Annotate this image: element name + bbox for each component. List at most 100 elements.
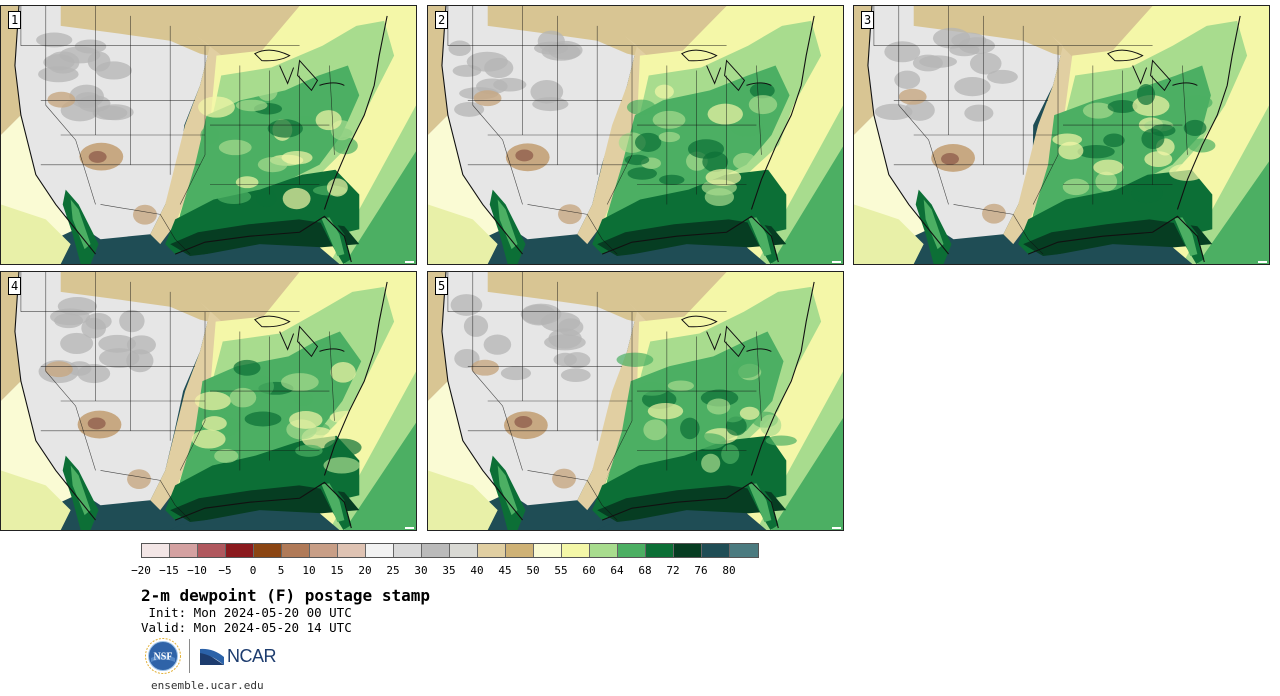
moist-patch xyxy=(1093,159,1124,176)
state-border xyxy=(329,331,335,421)
coastline xyxy=(1027,215,1205,263)
dry-patch xyxy=(54,313,84,329)
colorbar-tick-label: 55 xyxy=(554,564,568,577)
coastline xyxy=(323,281,388,476)
dry-patch xyxy=(87,417,106,430)
moist-patch xyxy=(635,382,668,396)
state-border xyxy=(100,470,191,521)
dry-patch xyxy=(552,468,576,489)
colorbar-tick-label: 35 xyxy=(442,564,456,577)
moist-patch xyxy=(1103,133,1125,148)
gulf-water xyxy=(170,244,340,264)
map-panel-5: 5 xyxy=(427,271,844,531)
map-panel-1: 1 xyxy=(0,5,417,265)
gulf-of-california xyxy=(497,199,518,250)
dewpoint-map xyxy=(428,272,843,530)
moist-patch xyxy=(1150,124,1176,137)
dry-patch xyxy=(904,99,935,121)
coastline xyxy=(750,15,815,210)
state-border xyxy=(898,6,949,205)
colorbar-tick-label: 50 xyxy=(526,564,540,577)
colorbar-swatch xyxy=(198,544,226,557)
dry-patch xyxy=(560,368,591,382)
valid-time: Valid: Mon 2024-05-20 14 UTC xyxy=(141,620,352,635)
map-panel-3: 3 xyxy=(853,5,1270,265)
dry-patch xyxy=(98,348,140,368)
pacific-ocean xyxy=(428,470,498,530)
moist-patch xyxy=(765,435,797,446)
moist-patch xyxy=(691,433,726,450)
moist-patch xyxy=(1136,84,1156,106)
dry-patch xyxy=(133,204,157,225)
colorbar-swatch xyxy=(310,544,338,557)
dewpoint-map xyxy=(428,6,843,264)
dry-patch xyxy=(97,104,134,121)
moist-patch xyxy=(749,82,775,99)
dry-patch xyxy=(36,32,73,48)
moist-patch xyxy=(652,110,686,129)
state-border xyxy=(329,65,335,155)
moist-patch xyxy=(235,176,259,189)
coastline xyxy=(323,15,388,210)
dry-patch xyxy=(969,52,1002,75)
moist-patch xyxy=(329,410,367,424)
moist-patch xyxy=(659,174,685,185)
dry-patch xyxy=(483,334,512,355)
coastline xyxy=(441,272,523,521)
great-lake xyxy=(319,82,345,86)
corner-mark xyxy=(832,527,841,529)
dry-patch xyxy=(534,41,569,55)
coastline xyxy=(867,6,949,255)
atlantic-band xyxy=(344,151,416,264)
moist-patch xyxy=(330,362,356,383)
gulf-of-california xyxy=(497,465,518,516)
moist-patch xyxy=(654,84,674,99)
corner-mark xyxy=(1258,261,1267,263)
dry-patch xyxy=(454,101,485,117)
moist-patch xyxy=(255,189,277,208)
colorbar-swatch xyxy=(562,544,590,557)
great-lake xyxy=(680,49,718,62)
great-lake xyxy=(1150,59,1172,92)
colorbar-tick-label: 60 xyxy=(582,564,596,577)
dry-patch xyxy=(540,312,581,332)
moist-patch xyxy=(667,380,694,392)
nsf-logo-text: NSF xyxy=(154,652,173,663)
pacific-coast-strip xyxy=(428,6,448,135)
great-lake xyxy=(706,331,722,351)
dry-patch xyxy=(500,366,532,381)
dry-patch xyxy=(454,348,480,369)
moist-patch xyxy=(333,137,358,155)
colorbar-swatch xyxy=(534,544,562,557)
pacific-coast-strip xyxy=(1,6,21,135)
dry-patch xyxy=(884,41,921,63)
state-border xyxy=(100,204,191,255)
colorbar-swatch xyxy=(170,544,198,557)
footer-url: ensemble.ucar.edu xyxy=(151,679,264,692)
moist-patch xyxy=(721,444,740,465)
coastline xyxy=(601,481,779,529)
moist-patch xyxy=(732,152,757,170)
colorbar-swatch xyxy=(674,544,702,557)
colorbar-swatch xyxy=(282,544,310,557)
moist-patch xyxy=(216,189,252,205)
moist-patch xyxy=(1077,145,1115,159)
moist-patch xyxy=(739,406,760,420)
colorbar xyxy=(141,543,759,558)
colorbar-swatch xyxy=(338,544,366,557)
figure-title: 2-m dewpoint (F) postage stamp xyxy=(141,586,430,605)
dry-patch xyxy=(77,364,111,384)
moist-patch xyxy=(1169,163,1206,181)
moist-patch xyxy=(282,187,311,210)
dry-patch xyxy=(119,309,145,333)
gulf-water xyxy=(1023,244,1193,264)
colorbar-swatch xyxy=(590,544,618,557)
colorbar-swatch xyxy=(450,544,478,557)
colorbar-tick-label: 80 xyxy=(722,564,736,577)
pacific-ocean xyxy=(854,204,924,264)
panel-number: 3 xyxy=(861,11,875,29)
logos: NSF NCAR xyxy=(145,638,277,674)
colorbar-tick-labels: −20 −15 −10 −5 0 5 10 15 20 25 30 35 40 45 50 55 60 64 68 7… xyxy=(131,564,781,578)
dry-patch xyxy=(60,332,94,354)
great-lake xyxy=(724,59,746,92)
